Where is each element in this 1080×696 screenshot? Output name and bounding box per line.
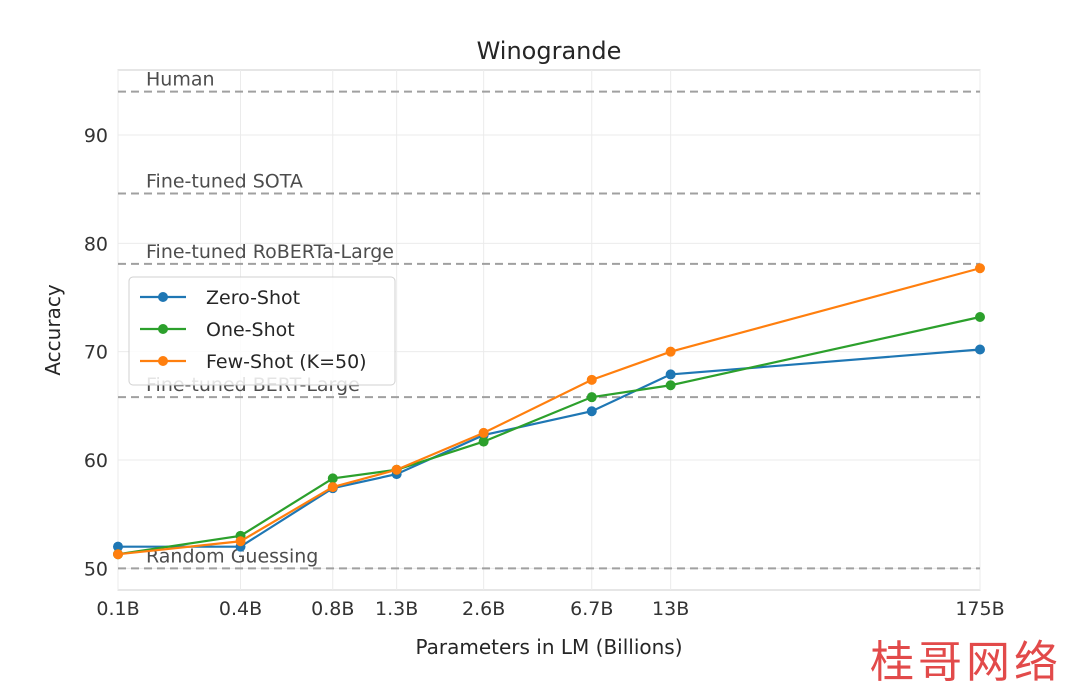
data-point: [391, 464, 402, 475]
reference-lines: Human Fine-tuned SOTA Fine-tuned RoBERTa-L…: [118, 69, 980, 570]
legend-swatch-marker: [158, 324, 168, 334]
x-axis-label: Parameters in LM (Billions): [415, 635, 682, 659]
legend-swatch-marker: [158, 356, 168, 366]
x-tick-label: 13B: [652, 598, 689, 620]
data-point: [586, 392, 597, 403]
legend-box: [128, 276, 396, 386]
data-point: [113, 549, 123, 560]
data-point: [665, 346, 676, 357]
watermark: 桂哥网络: [870, 637, 1062, 688]
series-line: [117, 315, 981, 556]
data-point: [975, 344, 985, 355]
legend-label: Zero-Shot: [206, 287, 300, 309]
data-point: [235, 536, 246, 547]
y-tick-label: 70: [84, 342, 108, 364]
x-tick-label: 2.6B: [462, 598, 505, 620]
data-point: [586, 406, 597, 417]
series-group: [113, 263, 985, 560]
data-point: [327, 482, 338, 493]
data-point: [975, 312, 985, 322]
data-point: [665, 380, 676, 391]
legend: Zero-Shot One-Shot Few-Shot (K=50): [128, 276, 396, 386]
reference-line-label: Fine-tuned RoBERTa-Large: [146, 241, 394, 263]
series-line: [117, 267, 981, 556]
y-tick-label: 50: [84, 558, 108, 580]
reference-line-label: Fine-tuned SOTA: [146, 171, 303, 193]
data-point: [478, 427, 489, 438]
x-tick-label: 0.1B: [96, 598, 139, 620]
data-point: [665, 369, 676, 380]
data-point: [586, 374, 597, 385]
reference-line-label: Random Guessing: [146, 545, 318, 567]
x-ticks: 0.1B 0.4B 0.8B 1.3B 2.6B 6.7B 13B 175B: [96, 598, 1004, 620]
legend-label: Few-Shot (K=50): [206, 351, 367, 373]
reference-line-label: Human: [146, 69, 215, 91]
y-axis-label: Accuracy: [41, 284, 65, 375]
x-tick-label: 1.3B: [375, 598, 418, 620]
data-point: [975, 263, 985, 274]
x-tick-label: 0.8B: [311, 598, 354, 620]
y-tick-label: 80: [84, 233, 108, 255]
y-ticks: 50 60 70 80 90: [84, 125, 108, 580]
y-tick-label: 60: [84, 450, 108, 472]
x-tick-label: 6.7B: [570, 598, 613, 620]
y-tick-label: 90: [84, 125, 108, 147]
x-tick-label: 0.4B: [219, 598, 262, 620]
chart-title: Winogrande: [477, 37, 622, 65]
legend-label: One-Shot: [206, 319, 295, 341]
data-point: [327, 473, 338, 484]
legend-swatch-marker: [158, 292, 168, 302]
data-point: [478, 436, 489, 447]
data-point: [113, 541, 123, 552]
x-tick-label: 175B: [955, 598, 1004, 620]
